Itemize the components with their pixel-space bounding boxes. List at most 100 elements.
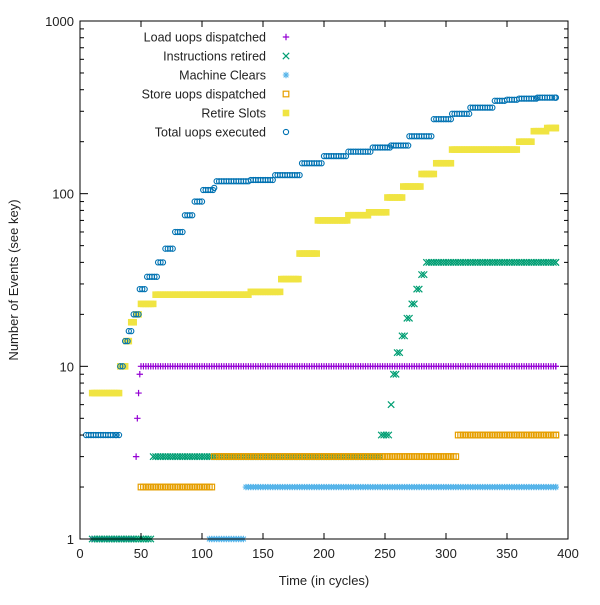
data-point bbox=[549, 258, 557, 267]
series-instructions-retired bbox=[88, 258, 560, 543]
data-point bbox=[400, 332, 409, 340]
data-point bbox=[167, 245, 174, 252]
ticks-layer: 0 50 100 150 200 250 300 350 400 1 10 100 1000 bbox=[45, 14, 579, 561]
data-point bbox=[157, 259, 164, 266]
data-point bbox=[115, 431, 123, 439]
data-point bbox=[528, 138, 535, 145]
data-point bbox=[109, 431, 117, 439]
series-total-uops-executed bbox=[82, 94, 559, 439]
data-point bbox=[385, 431, 393, 439]
data-point bbox=[398, 332, 406, 340]
legend-label: Load uops dispatched bbox=[144, 31, 266, 45]
data-point bbox=[121, 337, 129, 345]
data-point bbox=[153, 273, 161, 280]
data-point bbox=[149, 300, 157, 308]
data-point bbox=[420, 270, 428, 279]
data-point bbox=[428, 133, 435, 140]
x-tick-label: 200 bbox=[313, 546, 335, 561]
data-point bbox=[463, 110, 470, 117]
data-point bbox=[486, 104, 494, 111]
data-point bbox=[415, 285, 423, 293]
data-point bbox=[552, 94, 559, 101]
data-point bbox=[552, 483, 559, 491]
data-point bbox=[552, 258, 560, 267]
data-point bbox=[113, 431, 120, 439]
x-tick-label: 0 bbox=[76, 546, 83, 561]
data-point bbox=[398, 194, 406, 201]
x-tick-label: 250 bbox=[374, 546, 396, 561]
data-point bbox=[513, 146, 521, 153]
y-tick-label: 1 bbox=[67, 532, 74, 547]
data-point bbox=[417, 183, 424, 190]
legend-item: Store uops dispatched bbox=[142, 88, 290, 102]
legend-item: Machine Clears bbox=[179, 69, 290, 83]
data-point bbox=[119, 363, 126, 370]
data-point bbox=[267, 176, 274, 184]
legend-marker bbox=[282, 71, 290, 79]
x-tick-label: 350 bbox=[496, 546, 518, 561]
data-point bbox=[176, 228, 184, 236]
data-point bbox=[159, 259, 167, 266]
y-axis-title: Number of Events (see key) bbox=[6, 199, 21, 360]
data-point bbox=[208, 483, 216, 491]
data-point bbox=[151, 273, 158, 280]
series-machine-clears bbox=[206, 483, 559, 543]
data-point bbox=[452, 453, 460, 461]
legend-marker bbox=[282, 52, 290, 60]
x-tick-label: 150 bbox=[252, 546, 274, 561]
data-point bbox=[296, 172, 303, 179]
data-point bbox=[466, 110, 473, 117]
legend-marker bbox=[282, 90, 290, 98]
data-point bbox=[533, 95, 540, 102]
data-point bbox=[489, 104, 496, 111]
data-point bbox=[186, 212, 193, 219]
data-point bbox=[552, 363, 559, 370]
data-point bbox=[389, 370, 398, 378]
data-point bbox=[405, 314, 414, 322]
data-point bbox=[135, 389, 142, 397]
data-point bbox=[132, 453, 140, 460]
legend-label: Machine Clears bbox=[179, 69, 266, 83]
data-point bbox=[552, 431, 560, 439]
data-point bbox=[139, 285, 146, 293]
data-point bbox=[315, 160, 323, 167]
y-tick-label: 10 bbox=[60, 359, 74, 374]
legend-item: Load uops dispatched bbox=[144, 31, 290, 45]
legend-label: Total uops executed bbox=[155, 126, 266, 140]
legend-label: Instructions retired bbox=[163, 50, 266, 64]
data-point bbox=[198, 198, 206, 205]
legend-item: Total uops executed bbox=[155, 126, 290, 140]
data-point bbox=[313, 250, 320, 257]
y-tick-label: 100 bbox=[52, 187, 74, 202]
legend-item: Instructions retired bbox=[163, 50, 290, 64]
data-point bbox=[552, 124, 560, 132]
data-point bbox=[130, 318, 137, 326]
data-point bbox=[318, 160, 325, 167]
data-point bbox=[211, 184, 218, 192]
legend: Load uops dispatched Instructions retired… bbox=[142, 31, 290, 140]
y-tick-label: 1000 bbox=[45, 14, 74, 29]
data-point bbox=[387, 401, 395, 409]
data-point bbox=[425, 133, 433, 140]
data-point bbox=[410, 300, 418, 308]
data-point bbox=[393, 349, 401, 357]
data-point bbox=[134, 415, 141, 422]
legend-label: Retire Slots bbox=[201, 107, 266, 121]
legend-marker bbox=[282, 33, 290, 41]
x-tick-label: 50 bbox=[134, 546, 148, 561]
data-point bbox=[548, 94, 556, 101]
data-point bbox=[392, 370, 400, 378]
data-point bbox=[169, 245, 176, 252]
data-point bbox=[408, 300, 416, 308]
series-load-uops-dispatched bbox=[89, 363, 559, 543]
legend-label: Store uops dispatched bbox=[142, 88, 266, 102]
data-point bbox=[413, 285, 421, 293]
data-point bbox=[405, 142, 412, 149]
data-point bbox=[530, 95, 537, 102]
data-point bbox=[417, 270, 426, 279]
data-point bbox=[179, 228, 186, 236]
plot-layer bbox=[82, 94, 560, 543]
series-store-uops-dispatched bbox=[137, 431, 560, 491]
